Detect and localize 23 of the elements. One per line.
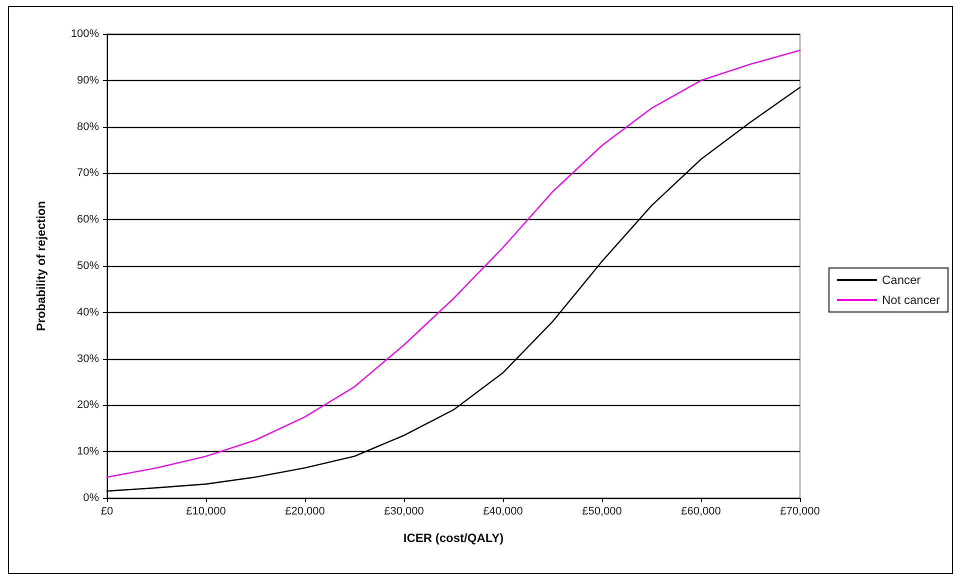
y-tick-label: 50% (76, 260, 100, 272)
x-tick-label: £60,000 (681, 506, 721, 518)
x-tick-label: £50,000 (582, 506, 622, 518)
y-axis-title: Probability of rejection (34, 200, 48, 332)
y-tick-label: 100% (70, 28, 100, 40)
y-tick-label: 60% (76, 214, 100, 226)
x-tick-label: £20,000 (285, 506, 325, 518)
x-tick-label: £30,000 (384, 506, 424, 518)
x-tick-label: £70,000 (780, 506, 820, 518)
y-tick-label: 0% (83, 492, 100, 504)
y-tick-label: 40% (76, 306, 100, 318)
x-tick-label: £0 (100, 506, 114, 518)
y-tick-label: 90% (76, 74, 100, 86)
y-tick-label: 10% (76, 446, 100, 458)
y-tick-label: 70% (76, 167, 100, 180)
y-tick-label: 20% (76, 399, 100, 412)
y-tick-label: 30% (76, 352, 100, 365)
legend-label: Cancer (882, 273, 921, 287)
x-tick-label: £40,000 (483, 506, 523, 518)
x-tick-label: £10,000 (186, 506, 226, 518)
y-tick-label: 80% (76, 120, 100, 133)
legend-label: Not cancer (882, 293, 940, 307)
x-axis-title: ICER (cost/QALY) (403, 531, 504, 545)
